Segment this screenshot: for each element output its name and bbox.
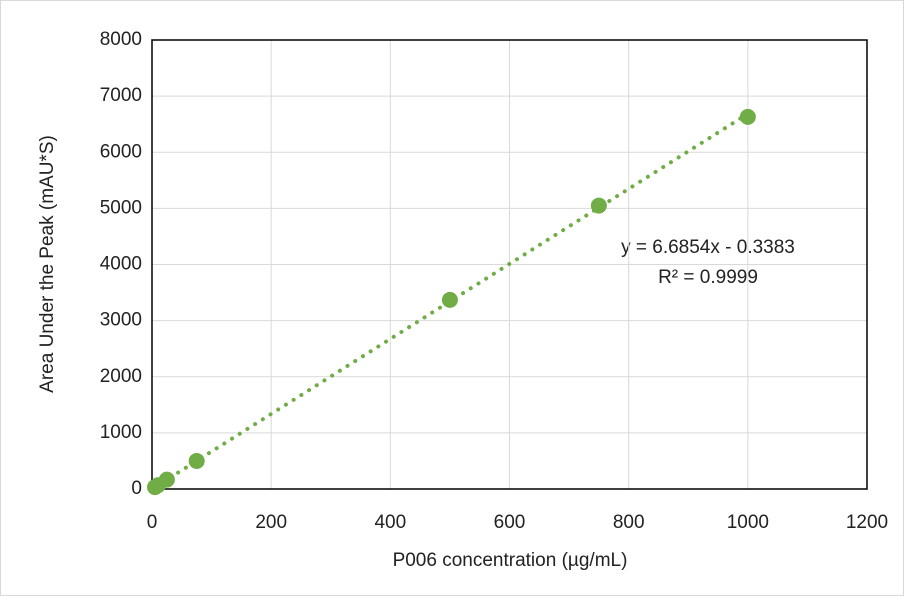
x-axis-title: P006 concentration (µg/mL) — [393, 550, 628, 571]
y-tick-label: 4000 — [100, 254, 142, 275]
y-tick-label: 7000 — [100, 85, 142, 106]
trendline — [152, 111, 750, 490]
data-point — [158, 471, 175, 488]
x-tick-label: 200 — [255, 512, 287, 533]
x-tick-label: 1200 — [846, 512, 888, 533]
trendline-r-squared: R² = 0.9999 — [658, 267, 758, 288]
trendline-equation: y = 6.6854x - 0.3383 — [621, 237, 795, 258]
plot-area — [151, 39, 868, 490]
data-point — [188, 452, 205, 469]
x-tick-label: 400 — [374, 512, 406, 533]
y-tick-label: 8000 — [100, 29, 142, 50]
data-point — [590, 197, 607, 214]
y-tick-label: 0 — [131, 478, 142, 499]
y-tick-label: 3000 — [100, 310, 142, 331]
y-tick-label: 6000 — [100, 141, 142, 162]
x-tick-label: 600 — [494, 512, 526, 533]
y-axis-title: Area Under the Peak (mAU*S) — [37, 135, 58, 393]
data-point — [441, 291, 458, 308]
y-tick-label: 2000 — [100, 366, 142, 387]
x-tick-label: 1000 — [727, 512, 769, 533]
y-tick-label: 5000 — [100, 197, 142, 218]
x-tick-label: 800 — [613, 512, 645, 533]
x-tick-label: 0 — [147, 512, 158, 533]
y-tick-label: 1000 — [100, 422, 142, 443]
data-point — [739, 108, 756, 125]
